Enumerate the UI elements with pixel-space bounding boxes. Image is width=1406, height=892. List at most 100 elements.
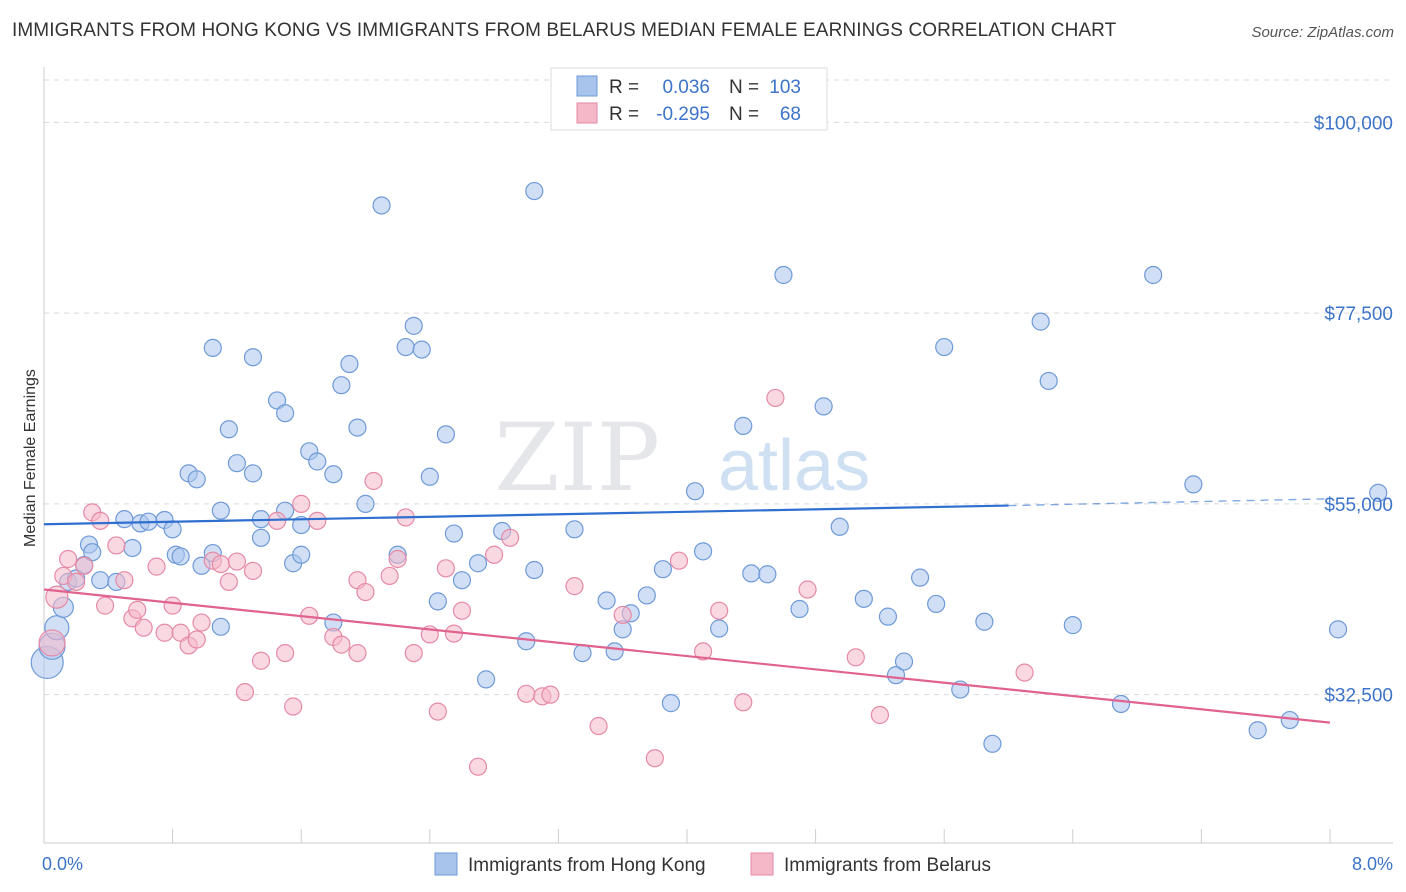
data-point [91,511,110,530]
data-point [693,542,713,561]
data-point [790,599,809,619]
y-tick-label: $32,500 [1324,686,1393,707]
stats-r-value-2: -0.295 [656,104,710,125]
data-point [364,471,383,491]
data-point [886,666,906,685]
watermark-atlas: atlas [718,426,870,506]
data-point [420,467,439,486]
data-point [1015,663,1034,682]
data-point [211,617,230,636]
data-point [332,635,351,654]
data-point [501,528,520,547]
data-point [541,685,560,704]
data-point [292,545,311,564]
watermark-zip: ZIP [494,404,660,513]
y-tick-label: $100,000 [1314,113,1393,134]
y-tick-label: $55,000 [1324,495,1393,516]
data-point [171,547,190,566]
data-point [983,734,1002,753]
y-tick-label: $77,500 [1324,304,1393,325]
data-point [485,545,504,564]
data-point [227,552,246,571]
data-point [147,557,166,576]
data-point [436,425,455,444]
stats-n-value-2: 68 [780,104,801,125]
data-point [203,338,222,357]
data-point [123,538,142,558]
data-point [95,596,115,615]
legend-label-belarus: Immigrants from Belarus [784,855,991,876]
data-point [428,592,447,611]
data-point [734,693,753,712]
data-point [243,348,263,367]
data-point [227,454,246,473]
data-point [870,705,890,725]
data-point [975,612,994,631]
stats-swatch-belarus [576,102,598,124]
chart-title: IMMIGRANTS FROM HONG KONG VS IMMIGRANTS … [12,20,1117,41]
x-tick-label-max: 8.0% [1352,854,1393,874]
data-point [219,572,238,591]
data-point [613,605,632,625]
stats-n-value-1: 103 [769,77,801,98]
stats-n-label-1: N = [729,77,759,98]
data-point [565,520,584,539]
data-point [766,388,785,408]
data-point [340,354,359,374]
data-point [444,524,464,543]
data-point [83,543,102,562]
data-point [115,510,134,529]
data-point [115,571,134,590]
data-point [308,511,327,530]
data-point [163,520,182,539]
data-point [669,551,689,570]
data-point [525,181,544,201]
data-point [211,501,230,520]
data-point [428,702,447,721]
data-point [573,643,592,663]
series-belarus [38,388,1034,776]
stats-r-label-1: R = [609,77,639,98]
data-point [436,559,455,578]
data-point [396,337,415,357]
data-point [452,601,472,620]
data-point [187,470,206,489]
y-tick-labels: $32,500 $55,000 $77,500 $100,000 [1314,113,1393,706]
data-point [1144,265,1163,285]
data-point [356,582,375,602]
stats-swatch-hong-kong [576,75,598,97]
y-axis-label: Median Female Earnings [22,369,39,547]
data-point [685,482,705,501]
data-point [107,536,126,555]
data-point [468,757,488,776]
data-point [846,648,865,667]
data-point [276,643,295,663]
data-point [276,404,295,423]
data-point [661,694,681,713]
data-point [1369,483,1388,502]
data-point [192,613,211,632]
data-point [476,670,496,689]
data-point [324,465,343,484]
stats-n-label-2: N = [729,104,759,125]
data-point [710,619,729,638]
trend-line-hong-kong [43,504,1009,526]
data-point [774,265,793,285]
legend-swatch-belarus [750,852,774,876]
data-point [878,607,898,626]
data-point [67,572,86,591]
axes [43,67,1393,844]
data-point [134,618,153,637]
data-point [128,600,147,619]
trend-line-hong-kong-extension [1008,498,1331,507]
data-point [412,340,431,359]
data-point [814,397,833,416]
data-point [1031,312,1050,331]
data-point [452,571,472,590]
data-point [1328,620,1348,639]
data-point [935,337,954,357]
data-point [211,554,230,574]
data-point [1248,721,1267,740]
data-point [243,561,263,580]
